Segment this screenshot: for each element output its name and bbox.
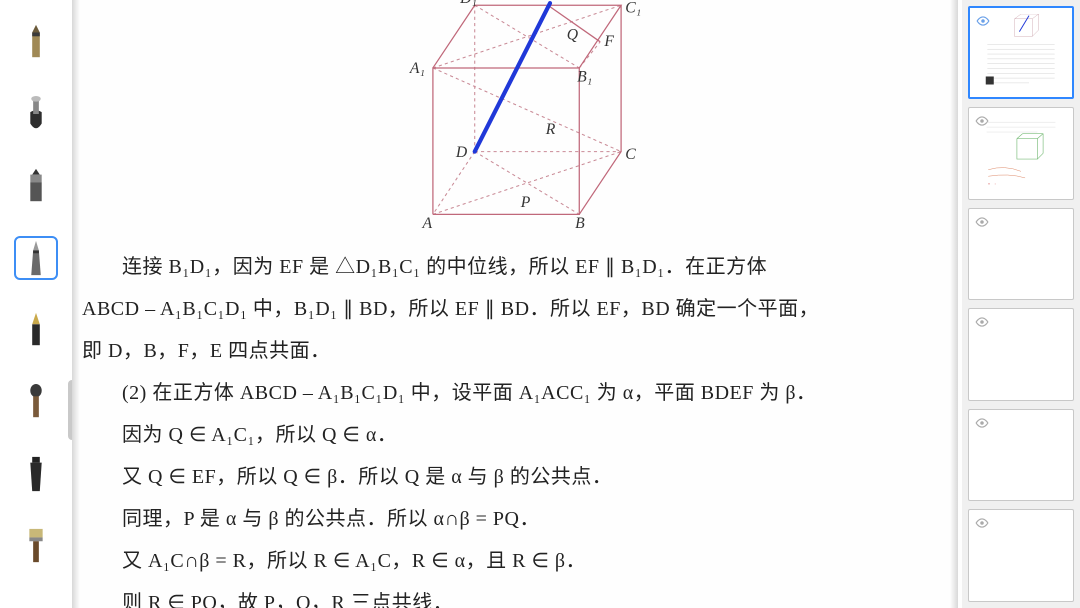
label-D: D xyxy=(455,144,468,161)
roundbrush-icon xyxy=(20,383,52,421)
page-thumb-1[interactable] xyxy=(968,6,1074,99)
flat-brush-tool[interactable] xyxy=(14,524,58,568)
label-R: R xyxy=(545,121,556,138)
label-C: C xyxy=(625,146,636,163)
label-B1: B₁ xyxy=(577,69,592,86)
page-edge-right xyxy=(950,0,958,608)
page-thumb-5[interactable] xyxy=(968,409,1074,502)
marker-icon xyxy=(20,167,52,205)
pencil-icon xyxy=(20,23,52,61)
round-brush-tool[interactable] xyxy=(14,380,58,424)
para-6: 又 A₁C∩β = R，所以 R ∈ A₁C，R ∈ α，且 R ∈ β． xyxy=(82,540,950,582)
page-canvas[interactable]: D₁ C₁ A₁ B₁ Q F D R C A P B xyxy=(72,0,1080,608)
cube-diagram: D₁ C₁ A₁ B₁ Q F D R C A P B xyxy=(392,0,662,230)
left-toolbar xyxy=(0,0,72,608)
para-2: (2) 在正方体 ABCD – A₁B₁C₁D₁ 中，设平面 A₁ACC₁ 为 … xyxy=(82,372,950,414)
fountain-pen-tool[interactable] xyxy=(14,308,58,352)
label-Q: Q xyxy=(567,27,579,44)
ink-brush-tool[interactable] xyxy=(14,92,58,136)
ballpoint-icon xyxy=(20,239,52,277)
page-thumb-3[interactable] xyxy=(968,208,1074,301)
visibility-icon xyxy=(975,315,989,329)
inkbrush-icon xyxy=(20,95,52,133)
svg-text:H: H xyxy=(988,182,990,185)
page-content: D₁ C₁ A₁ B₁ Q F D R C A P B xyxy=(82,0,950,608)
app-root: D₁ C₁ A₁ B₁ Q F D R C A P B xyxy=(0,0,1080,608)
page-thumb-6[interactable] xyxy=(968,509,1074,602)
marker-tool[interactable] xyxy=(14,164,58,208)
label-A: A xyxy=(421,215,432,230)
visibility-icon xyxy=(975,416,989,430)
visibility-icon xyxy=(975,516,989,530)
para-1b: ABCD – A₁B₁C₁D₁ 中，B₁D₁ ∥ BD，所以 EF ∥ BD．所… xyxy=(82,288,950,330)
label-P: P xyxy=(520,194,531,211)
fountain-icon xyxy=(20,311,52,349)
para-7: 则 R ∈ PQ，故 P，Q，R 三点共线． xyxy=(82,582,950,608)
flatbrush-icon xyxy=(20,527,52,565)
label-F: F xyxy=(603,33,614,50)
para-5: 同理，P 是 α 与 β 的公共点．所以 α∩β = PQ． xyxy=(82,498,950,540)
svg-text:c: c xyxy=(995,182,996,185)
label-D1: D₁ xyxy=(459,0,477,7)
highlighter-icon xyxy=(20,455,52,493)
thumb-preview xyxy=(976,14,1066,91)
page-edge-left xyxy=(72,0,80,608)
page-thumb-2[interactable]: Hc xyxy=(968,107,1074,200)
thumb-preview: Hc xyxy=(975,114,1067,193)
para-1c: 即 D，B，F，E 四点共面． xyxy=(82,330,950,372)
label-C1: C₁ xyxy=(625,0,641,17)
visibility-icon xyxy=(975,215,989,229)
highlighter-tool[interactable] xyxy=(14,452,58,496)
para-1a: 连接 B₁D₁，因为 EF 是 △D₁B₁C₁ 的中位线，所以 EF ∥ B₁D… xyxy=(82,246,950,288)
thumbnail-sidebar: Hc xyxy=(962,0,1080,608)
para-4: 又 Q ∈ EF，所以 Q ∈ β．所以 Q 是 α 与 β 的公共点． xyxy=(82,456,950,498)
solution-text: 连接 B₁D₁，因为 EF 是 △D₁B₁C₁ 的中位线，所以 EF ∥ B₁D… xyxy=(82,246,950,608)
label-A1: A₁ xyxy=(409,60,425,77)
page-thumb-4[interactable] xyxy=(968,308,1074,401)
label-B: B xyxy=(575,215,585,230)
para-3: 因为 Q ∈ A₁C₁，所以 Q ∈ α． xyxy=(82,414,950,456)
pencil-tool[interactable] xyxy=(14,20,58,64)
ballpoint-tool[interactable] xyxy=(14,236,58,280)
